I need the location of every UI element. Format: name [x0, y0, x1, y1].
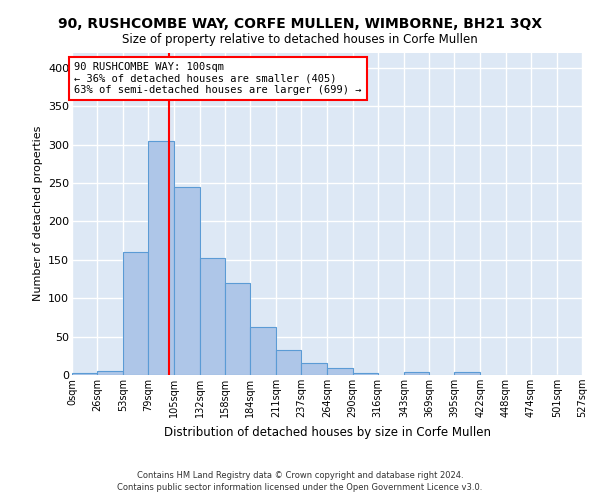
Bar	[353, 372, 378, 375]
Y-axis label: Number of detached properties: Number of detached properties	[32, 126, 43, 302]
Bar	[225, 283, 250, 375]
Text: 90, RUSHCOMBE WAY, CORFE MULLEN, WIMBORNE, BH21 3QX: 90, RUSHCOMBE WAY, CORFE MULLEN, WIMBORN…	[58, 18, 542, 32]
Bar	[72, 374, 97, 375]
Bar	[328, 368, 353, 375]
Bar	[276, 350, 301, 375]
Text: Size of property relative to detached houses in Corfe Mullen: Size of property relative to detached ho…	[122, 32, 478, 46]
Bar	[301, 362, 328, 375]
Text: Contains HM Land Registry data © Crown copyright and database right 2024.
Contai: Contains HM Land Registry data © Crown c…	[118, 471, 482, 492]
Bar	[148, 141, 173, 375]
Bar	[454, 372, 481, 375]
Bar	[173, 187, 200, 375]
Bar	[404, 372, 429, 375]
Bar	[200, 258, 225, 375]
Bar	[97, 371, 123, 375]
Bar	[123, 252, 148, 375]
Text: 90 RUSHCOMBE WAY: 100sqm
← 36% of detached houses are smaller (405)
63% of semi-: 90 RUSHCOMBE WAY: 100sqm ← 36% of detach…	[74, 62, 361, 95]
Bar	[250, 328, 276, 375]
X-axis label: Distribution of detached houses by size in Corfe Mullen: Distribution of detached houses by size …	[163, 426, 491, 438]
